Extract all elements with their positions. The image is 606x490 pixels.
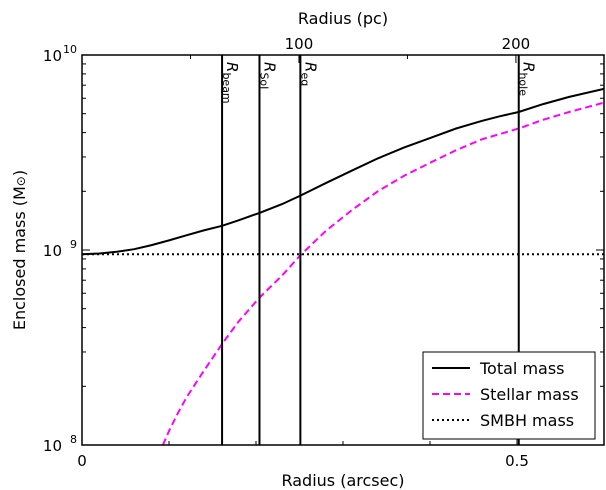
y-tick-label: 10 (43, 242, 62, 260)
y-tick-label: 10 (43, 437, 62, 455)
legend: Total mass Stellar mass SMBH mass (422, 351, 596, 440)
legend-label-total: Total mass (479, 359, 565, 378)
series-line-0 (82, 87, 604, 256)
legend-box (422, 351, 596, 440)
x2-tick-label: 100 (285, 35, 314, 53)
series-line-1 (161, 101, 604, 445)
radius-marker-label: Rbeam (220, 62, 241, 104)
y-axis-label: Enclosed mass (M⊙) (10, 170, 29, 330)
radius-marker-label: Req (298, 62, 319, 86)
y-tick-exponent: 8 (70, 433, 77, 446)
y-tick-exponent: 9 (70, 238, 77, 251)
x2-tick-label: 200 (502, 35, 531, 53)
legend-label-smbh: SMBH mass (480, 411, 574, 430)
radius-marker-label: RSoI (257, 62, 278, 89)
x2-axis-label: Radius (pc) (298, 9, 388, 28)
y-tick-exponent: 10 (63, 43, 77, 56)
legend-label-stellar: Stellar mass (480, 385, 579, 404)
x-tick-label: 0.5 (505, 452, 529, 470)
plot-frame (81, 54, 605, 446)
radius-marker-label: Rhole (517, 62, 538, 96)
y-tick-label: 10 (43, 47, 62, 65)
x-tick-label: 0 (77, 452, 87, 470)
x-axis-label: Radius (arcsec) (281, 471, 404, 490)
